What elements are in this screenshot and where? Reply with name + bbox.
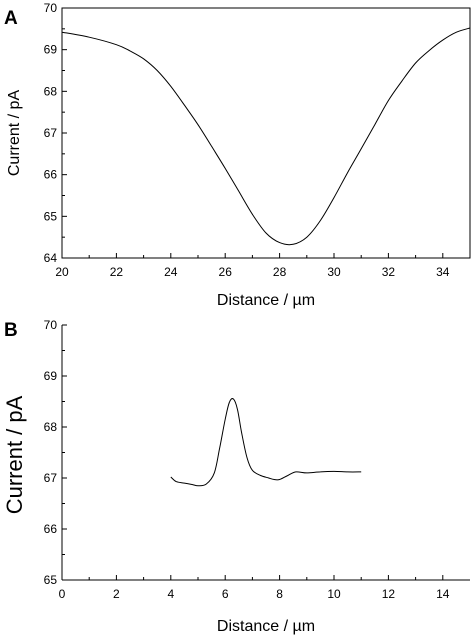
panel-a-x-tick-label: 24 [164,265,178,279]
panel-a-x-tick-label: 34 [436,265,450,279]
panel-a-y-tick-label: 70 [44,1,58,15]
panel-a-y-ticks: 64 65 66 67 68 69 70 [44,1,67,265]
panel-b-x-tick-label: 4 [167,587,174,601]
panel-b-x-tick-label: 8 [276,587,283,601]
panel-b-axes [61,325,470,581]
panel-b-y-tick-label: 67 [44,471,58,485]
panel-b-x-tick-label: 2 [113,587,120,601]
panel-b-x-ticks: 0 2 4 6 8 10 12 14 [59,575,450,601]
panel-a-plot-frame [61,7,471,259]
panel-a-x-tick-label: 28 [273,265,287,279]
panel-a-x-tick-label: 30 [327,265,341,279]
panel-a-y-tick-label: 66 [44,168,58,182]
panel-b-y-axis-label: Current / pA [2,395,27,514]
panel-a-y-tick-label: 64 [44,251,58,265]
panel-a-series-line [61,27,471,246]
panel-a-y-axis-label: Current / pA [6,90,23,177]
panel-b-y-tick-label: 66 [44,522,58,536]
panel-a-x-tick-label: 32 [382,265,396,279]
panel-a-x-ticks: 20 22 24 26 28 30 32 34 [55,253,450,279]
panel-b-x-axis-label: Distance / µm [217,618,315,635]
panel-a-y-tick-label: 67 [44,126,58,140]
panel-a-x-tick-label: 20 [55,265,69,279]
panel-a-x-tick-label: 22 [110,265,124,279]
panel-a-x-axis-label: Distance / µm [217,292,315,309]
panel-b-series-line [170,398,362,487]
panel-a-chart: A 20 22 24 26 28 30 32 34 64 65 66 67 68 69 70 Distan… [4,1,471,309]
panel-a-x-tick-label: 26 [219,265,233,279]
panel-a-letter: A [4,8,18,29]
panel-a-y-tick-label: 68 [44,84,58,98]
panel-b-x-tick-label: 0 [59,587,66,601]
panel-b-y-tick-label: 69 [44,369,58,383]
panel-b-letter: B [4,320,18,341]
panel-b-x-tick-label: 6 [222,587,229,601]
panel-b-x-tick-label: 10 [327,587,341,601]
panel-b-y-ticks: 65 66 67 68 69 70 [44,318,67,587]
panel-b-x-tick-label: 14 [436,587,450,601]
panel-b-y-tick-label: 65 [44,573,58,587]
panel-b-y-tick-label: 70 [44,318,58,332]
panel-b-x-tick-label: 12 [382,587,396,601]
panel-a-y-tick-label: 65 [44,209,58,223]
panel-a-y-tick-label: 69 [44,43,58,57]
panel-b-y-tick-label: 68 [44,420,58,434]
